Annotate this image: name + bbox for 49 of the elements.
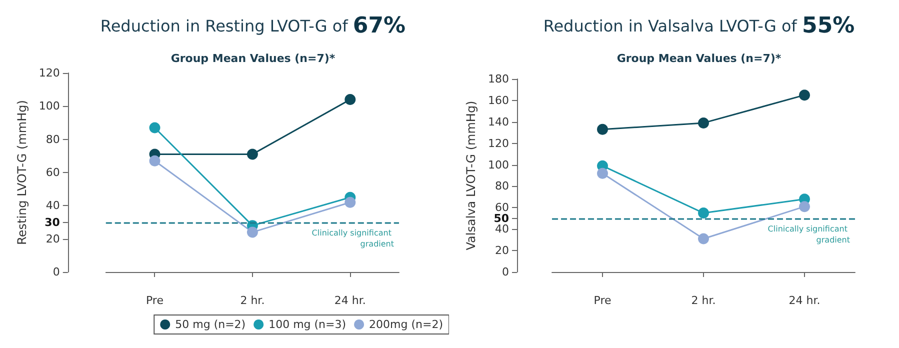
point	[149, 122, 160, 134]
point	[698, 233, 709, 244]
y-tick-label: 80	[495, 180, 509, 193]
point	[799, 201, 810, 212]
y-tick-label: 100	[488, 158, 509, 172]
y-tick-label: 140	[488, 115, 509, 128]
y-tick-label: 160	[488, 94, 509, 107]
point	[799, 90, 810, 101]
point	[698, 117, 709, 128]
chart-subtitle: Group Mean Values (n=7)*	[616, 52, 782, 65]
point	[344, 94, 356, 106]
y-tick-label: 30	[44, 216, 60, 229]
point	[246, 226, 258, 238]
y-tick-label: 50	[494, 212, 510, 225]
y-tick-label: 20	[46, 232, 60, 246]
x-tick-label: 2 hr.	[240, 294, 265, 307]
y-tick-label: 40	[495, 222, 509, 236]
y-tick-label: 20	[495, 244, 509, 258]
y-tick-label: 60	[46, 166, 60, 179]
legend-label: 200mg (n=2)	[369, 318, 444, 331]
point	[344, 196, 356, 208]
y-tick-label: 0	[52, 266, 60, 278]
chart-title: Reduction in Resting LVOT-G of 67%	[100, 14, 406, 38]
y-tick-label: 120	[488, 136, 509, 150]
y-tick-label: 80	[46, 132, 60, 146]
y-tick-label: 60	[495, 201, 509, 214]
y-tick-label: 0	[502, 266, 509, 278]
y-tick-label: 100	[38, 100, 60, 113]
y-axis-title: Resting LVOT-G (mmHg)	[15, 100, 29, 245]
y-tick-label: 40	[46, 199, 60, 212]
point	[246, 148, 258, 160]
ref-line-label: Clinically significant gradient	[768, 224, 850, 244]
y-tick-label: 120	[38, 66, 60, 80]
point	[597, 168, 608, 179]
ref-line-label: Clinically significant gradient	[312, 228, 394, 248]
x-tick-label: Pre	[594, 294, 612, 307]
point	[597, 124, 608, 135]
chart-title: Reduction in Valsalva LVOT-G of 55%	[543, 14, 855, 38]
x-tick-label: 24 hr.	[334, 294, 366, 307]
point	[698, 208, 709, 219]
chart-subtitle: Group Mean Values (n=7)*	[170, 52, 336, 65]
point	[149, 155, 160, 166]
x-tick-label: 24 hr.	[788, 294, 820, 307]
y-axis-title: Valsalva LVOT-G (mmHg)	[464, 100, 478, 250]
legend-label: 100 mg (n=3)	[268, 318, 346, 331]
y-tick-label: 180	[488, 72, 509, 86]
x-tick-label: Pre	[146, 294, 164, 307]
legend-label: 50 mg (n=2)	[175, 318, 246, 331]
x-tick-label: 2 hr.	[691, 294, 716, 307]
